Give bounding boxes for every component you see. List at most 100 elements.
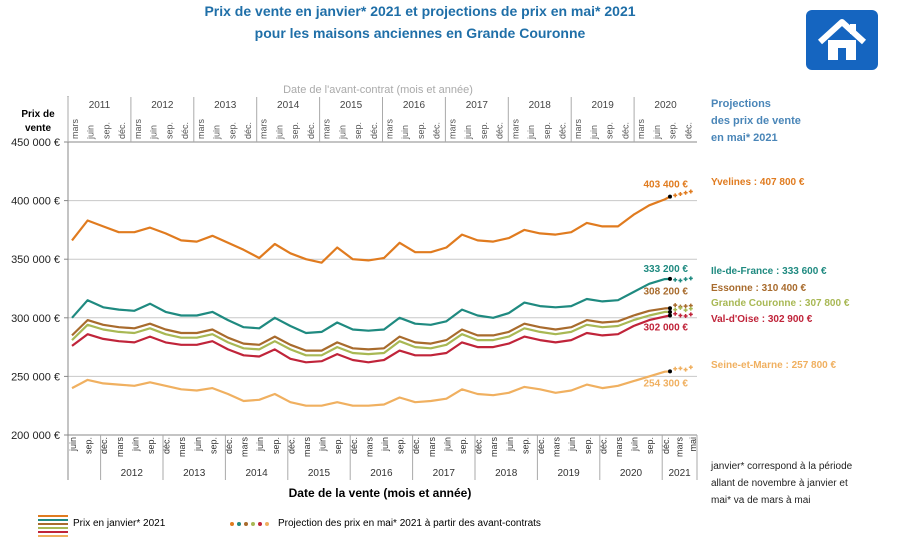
x-month-label: sep. [333,437,343,454]
y-axis-label: Prix de [21,109,55,120]
series-end-point [668,313,672,318]
x-month-label: déc. [661,437,671,454]
series-line-Val-d'Oise [71,314,671,364]
footnote: janvier* correspond à la période allant d… [711,461,853,506]
series-projection-label: Val-d'Oise : 302 900 € [711,314,813,325]
house-icon[interactable] [806,10,878,70]
series-line-Essonne [71,307,671,352]
projection-point [673,366,678,371]
top-month-label: mars [447,119,457,139]
top-month-label: sep. [542,122,552,139]
projection-point [683,314,688,319]
x-month-label: juin [380,437,390,452]
x-axis-label: Date de la vente (mois et année) [289,486,472,500]
series-end-label: 403 400 € [644,180,689,191]
top-month-label: déc. [117,122,127,139]
projection-point [678,192,683,197]
top-month-label: déc. [180,122,190,139]
top-month-label: sep. [353,122,363,139]
projection-point [673,307,678,312]
projection-point [683,367,688,372]
x-month-label: juin [442,437,452,452]
top-month-label: juin [337,125,347,140]
top-month-label: déc. [495,122,505,139]
top-month-label: mars [322,119,332,139]
projection-point [683,308,688,313]
x-month-label: sep. [645,437,655,454]
x-year-label: 2021 [668,468,691,479]
top-month-label: mars [636,119,646,139]
projection-point [673,193,678,198]
y-tick-label: 250 000 € [11,371,60,383]
top-year-label: 2018 [529,100,552,111]
projection-point [688,189,693,194]
y-tick-label: 400 000 € [11,196,60,208]
x-month-label: juin [630,437,640,452]
legend-dot-swatch [251,522,255,526]
x-year-label: 2013 [183,468,206,479]
x-month-label: déc. [162,437,172,454]
series-line-Yvelines [71,195,671,264]
x-month-label: mars [240,437,250,457]
x-month-label: mars [614,437,624,457]
x-month-label: sep. [396,437,406,454]
series-end-label: 302 000 € [644,322,689,333]
top-year-label: 2019 [592,100,615,111]
series-end-label: 254 300 € [644,378,689,389]
top-month-label: mars [573,119,583,139]
x-month-label: mars [552,437,562,457]
legend-dot-swatch [265,522,269,526]
projection-point [683,190,688,195]
legend-dot-swatch [237,522,241,526]
series-projection-label: Yvelines : 407 800 € [711,177,805,188]
projection-point [688,312,693,317]
top-month-label: déc. [432,122,442,139]
x-month-label: déc. [224,437,234,454]
top-month-label: sep. [101,122,111,139]
top-month-label: juin [526,125,536,140]
x-month-label: déc. [99,437,109,454]
legend-dot-swatch [258,522,262,526]
top-month-label: juin [274,125,284,140]
series-projection-label: Seine-et-Marne : 257 800 € [711,360,836,371]
x-year-label: 2012 [121,468,144,479]
x-month-label: sep. [271,437,281,454]
top-month-label: déc. [306,122,316,139]
top-year-label: 2014 [277,100,300,111]
x-month-label: déc. [411,437,421,454]
x-year-label: 2016 [370,468,393,479]
x-year-label: 2019 [557,468,580,479]
top-year-label: 2013 [214,100,237,111]
x-month-label: mars [427,437,437,457]
top-month-label: sep. [416,122,426,139]
x-month-label: mars [115,437,125,457]
legend-dot-swatch [230,522,234,526]
y-tick-label: 450 000 € [11,137,60,149]
projection-point [678,313,683,318]
top-year-label: 2012 [151,100,174,111]
x-month-label: mai [688,437,698,452]
x-month-label: mars [674,437,684,457]
x-month-label: déc. [349,437,359,454]
x-year-label: 2018 [495,468,518,479]
x-month-label: juin [193,437,203,452]
top-month-label: déc. [620,122,630,139]
top-month-label: mars [259,119,269,139]
projection-point [683,277,688,282]
projection-point [688,306,693,311]
x-year-label: 2014 [245,468,268,479]
series-projection-label: Ile-de-France : 333 600 € [711,266,827,277]
series-projection-label: Essonne : 310 400 € [711,283,806,294]
top-year-label: 2016 [403,100,426,111]
projection-point [678,366,683,371]
y-axis-label: vente [25,123,52,134]
series-end-point [668,306,672,311]
series-end-label: 308 200 € [644,286,689,297]
series-line-Grande Couronne [71,310,670,357]
top-month-label: sep. [668,122,678,139]
projection-point [683,304,688,309]
series-end-point [668,369,672,374]
series-end-point [668,194,672,199]
top-month-label: déc. [557,122,567,139]
